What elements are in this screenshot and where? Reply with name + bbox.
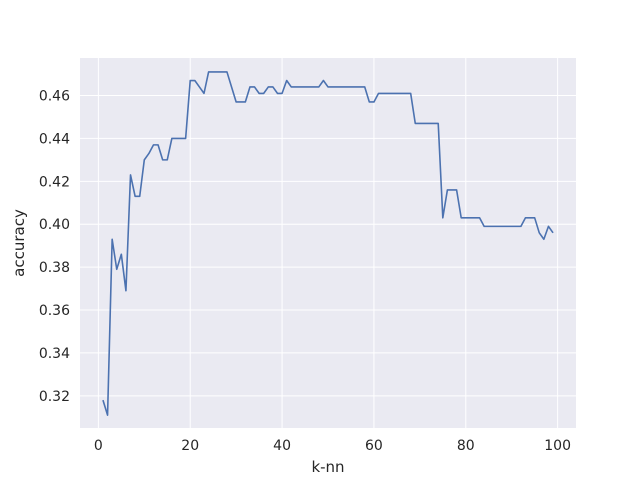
x-tick-label: 0 <box>94 438 103 454</box>
y-tick-label: 0.36 <box>39 303 70 319</box>
y-axis-label: accuracy <box>10 209 28 277</box>
series-line <box>102 71 554 416</box>
plot-background <box>80 58 576 428</box>
y-tick-label: 0.46 <box>39 89 70 105</box>
x-tick-label: 20 <box>181 438 199 454</box>
x-tick-label: 40 <box>273 438 291 454</box>
y-tick-label: 0.42 <box>39 174 70 190</box>
series-layer <box>102 71 554 416</box>
x-axis-label: k-nn <box>311 458 344 476</box>
y-tick-label: 0.34 <box>39 346 70 362</box>
x-tick-label: 100 <box>544 438 571 454</box>
y-tick-label: 0.38 <box>39 260 70 276</box>
y-tick-label: 0.44 <box>39 131 70 147</box>
tick-labels: 0 20 40 60 80 100 0.32 0.34 0.36 0.38 0.40 0.42 0.44… <box>39 89 571 454</box>
x-tick-label: 60 <box>365 438 383 454</box>
y-tick-label: 0.32 <box>39 389 70 405</box>
y-tick-label: 0.40 <box>39 217 70 233</box>
grid-lines <box>80 58 576 428</box>
x-tick-label: 80 <box>457 438 475 454</box>
